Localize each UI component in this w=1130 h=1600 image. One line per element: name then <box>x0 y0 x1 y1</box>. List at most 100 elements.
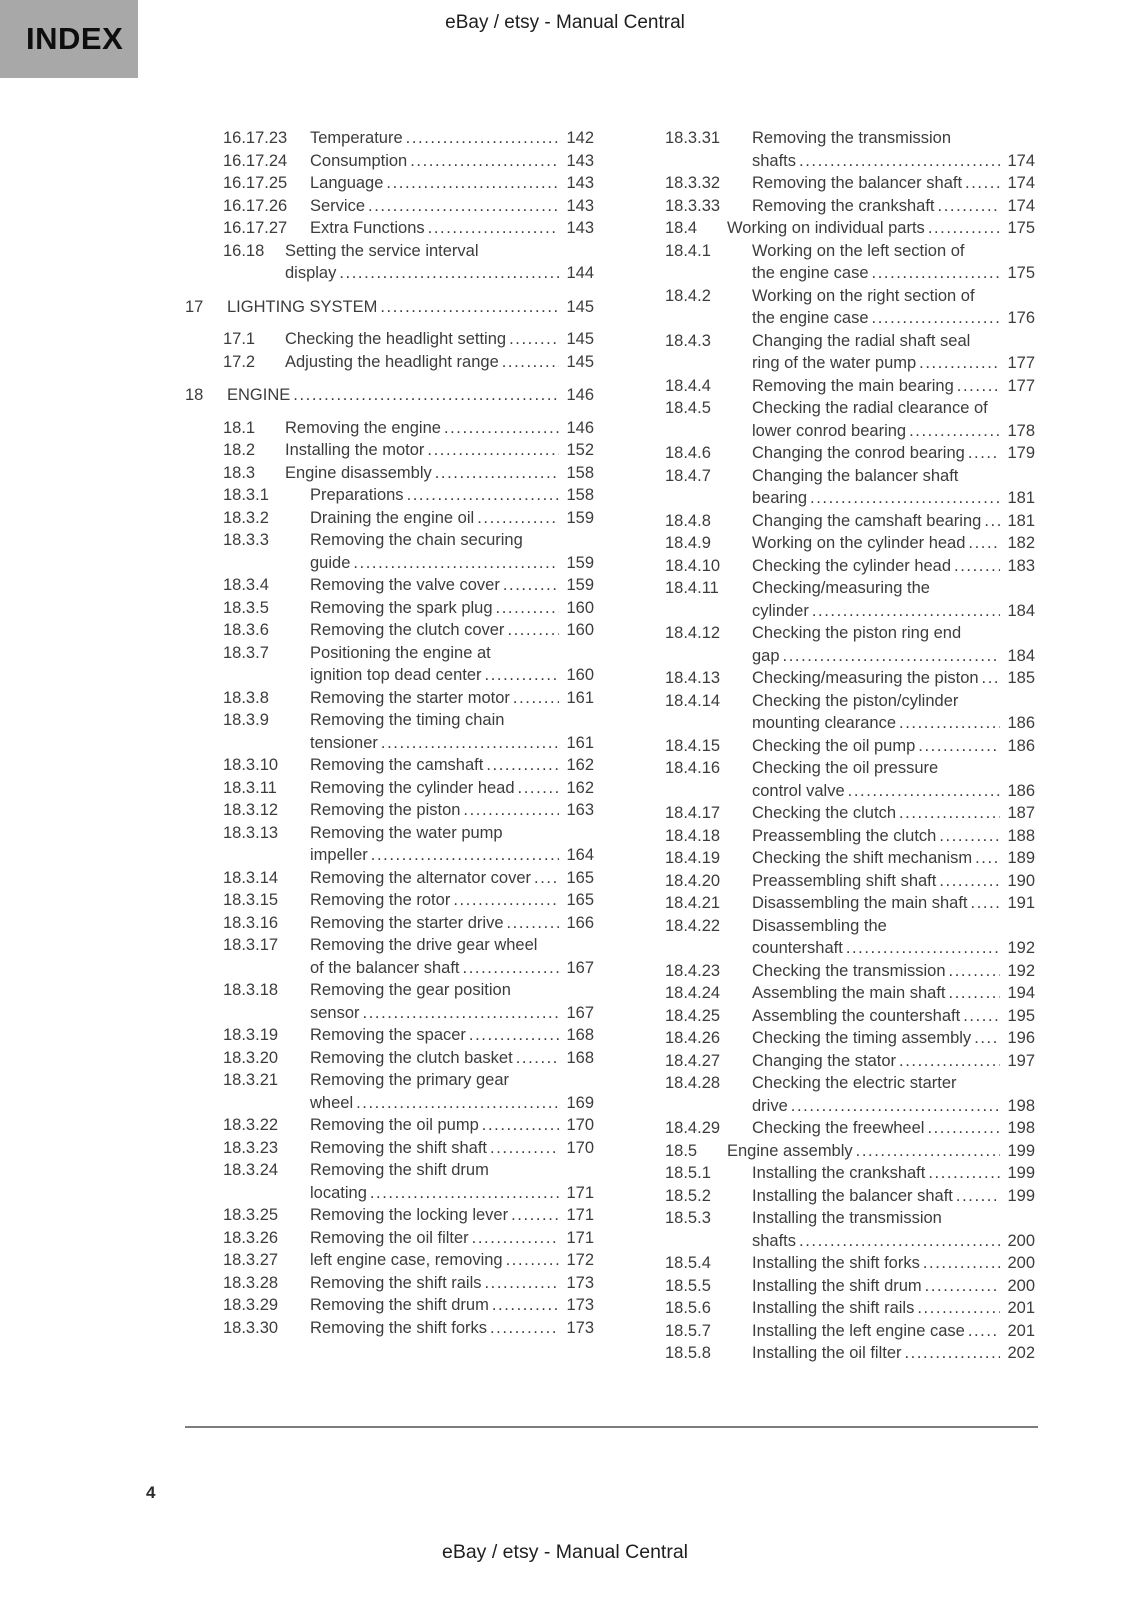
toc-entry-title-block: Removing the timing chain tensioner 161 <box>310 709 594 754</box>
toc-entry-number: 18 <box>185 386 204 404</box>
toc-entry-title: Removing the balancer shaft <box>752 174 963 192</box>
dot-leader <box>984 510 1000 533</box>
toc-entry-title: Checking the headlight setting <box>285 330 507 348</box>
dot-leader <box>954 555 1000 578</box>
dot-leader <box>516 1047 560 1070</box>
toc-entry: 18.3.21 Removing the primary gear wheel 169 <box>185 1069 594 1114</box>
toc-entry-page: 174 <box>1007 196 1035 215</box>
toc-entry-page: 179 <box>1007 444 1035 462</box>
toc-entry-title: Checking the cylinder head <box>752 556 952 575</box>
toc-entry-title-block: Removing the oil pump 170 <box>310 1114 594 1137</box>
index-label: INDEX <box>26 21 124 56</box>
toc-entry-number: 18.4.6 <box>665 444 711 462</box>
toc-entry-page: 161 <box>566 733 594 752</box>
toc-entry-page: 145 <box>566 330 594 348</box>
toc-entry-page: 146 <box>566 418 594 437</box>
toc-entry-number: 18.4.14 <box>665 691 721 710</box>
toc-entry-title-block: Removing the shift drum 173 <box>310 1294 594 1317</box>
toc-entry: 18.4.22 Disassembling the countershaft 192 <box>627 915 1035 960</box>
dot-leader <box>899 1050 1000 1073</box>
toc-entry-title: Installing the shift rails <box>752 1299 915 1317</box>
dot-leader <box>939 825 1000 848</box>
toc-entry-page: 178 <box>1007 421 1035 440</box>
toc-entry-page: 182 <box>1007 534 1035 552</box>
toc-entry-title-block: Checking the clutch 187 <box>752 802 1035 825</box>
dot-leader <box>428 217 560 240</box>
toc-entry: 18.4.4 Removing the main bearing 177 <box>627 375 1035 398</box>
toc-entry-page: 145 <box>566 352 594 371</box>
toc-entry-page: 158 <box>566 463 594 482</box>
toc-entry-page: 198 <box>1007 1096 1035 1115</box>
toc-entry: 18.4.14 Checking the piston/cylinder mount… <box>627 690 1035 735</box>
dot-leader <box>927 1117 1000 1140</box>
toc-entry: 18.3.33 Removing the crankshaft 174 <box>627 195 1035 218</box>
toc-entry: 18.4.16 Checking the oil pressure control … <box>627 757 1035 802</box>
toc-entry: 18.4.11 Checking/measuring the cylinder 184 <box>627 577 1035 622</box>
toc-entry-title-block: Working on the cylinder head 182 <box>752 532 1035 555</box>
toc-entry-title: Checking the radial clearance of <box>752 399 988 417</box>
toc-entry-title: gap <box>752 646 780 665</box>
toc-entry-number: 18.3.6 <box>223 621 269 639</box>
toc-entry-page: 144 <box>566 264 594 282</box>
dot-leader <box>810 487 1000 510</box>
toc-entry-number: 18.4.24 <box>665 984 721 1002</box>
dot-leader <box>846 937 1001 960</box>
toc-entry-page: 186 <box>1007 781 1035 800</box>
toc-entry-number: 18.3.29 <box>223 1296 279 1314</box>
dot-leader <box>909 420 1000 443</box>
dot-leader <box>783 645 1001 668</box>
toc-entry-title: Changing the camshaft bearing <box>752 511 982 530</box>
toc-entry-number: 18.4.7 <box>665 466 711 485</box>
toc-entry: 18.4.19 Checking the shift mechanism 189 <box>627 847 1035 870</box>
toc-entry-title: Changing the balancer shaft <box>752 466 959 485</box>
toc-entry-title-block: Changing the conrod bearing 179 <box>752 442 1035 465</box>
toc-entry: 17.2 Adjusting the headlight range 145 <box>185 351 594 374</box>
dot-leader <box>938 195 1001 218</box>
toc-entry-title: Installing the shift drum <box>752 1276 922 1295</box>
toc-entry-title: Installing the transmission <box>752 1209 942 1227</box>
toc-entry-page: 175 <box>1007 219 1035 237</box>
toc-entry-number: 18.4.29 <box>665 1119 721 1137</box>
toc-entry-number: 18.4 <box>665 219 698 237</box>
toc-entry-title: Removing the clutch cover <box>310 621 505 639</box>
toc-entry-page: 181 <box>1007 489 1035 507</box>
toc-entry-number: 18.3.22 <box>223 1116 279 1134</box>
toc-entry-number: 18.3.8 <box>223 688 269 707</box>
toc-entry-page: 184 <box>1007 601 1035 620</box>
dot-leader <box>928 1162 1000 1185</box>
toc-entry-title: Removing the valve cover <box>310 576 500 594</box>
toc-entry-title-block: Service 143 <box>310 195 594 218</box>
toc-entry-number: 18.1 <box>223 418 256 437</box>
toc-entry-title: lower conrod bearing <box>752 421 907 440</box>
toc-entry-page: 177 <box>1007 354 1035 372</box>
toc-entry-title: Setting the service interval <box>285 241 479 260</box>
toc-entry: 18.3.6 Removing the clutch cover 160 <box>185 619 594 642</box>
toc-entry-title-block: Checking the radial clearance of lower co… <box>752 397 1035 442</box>
toc-entry-page: 165 <box>566 891 594 909</box>
toc-entry-page: 174 <box>1007 174 1035 192</box>
toc-entry-title-block: Installing the shift rails 201 <box>752 1297 1035 1320</box>
toc-entry-title-block: Checking the piston/cylinder mounting cle… <box>752 690 1035 735</box>
toc-entry-title: Removing the oil filter <box>310 1228 469 1247</box>
toc-entry-title: Removing the timing chain <box>310 711 505 729</box>
toc-entry-page: 171 <box>566 1206 594 1224</box>
toc-entry: 18.3.32 Removing the balancer shaft 174 <box>627 172 1035 195</box>
toc-entry-title-block: Removing the shift forks 173 <box>310 1317 594 1340</box>
toc-entry-title: Removing the gear position <box>310 981 511 999</box>
toc-entry-title-block: Disassembling the countershaft 192 <box>752 915 1035 960</box>
toc-entry-title: Removing the oil pump <box>310 1116 479 1134</box>
toc-entry: 18.3.27 left engine case, removing 172 <box>185 1249 594 1272</box>
toc-entry: 18.4.24 Assembling the main shaft 194 <box>627 982 1035 1005</box>
toc-entry-title: Checking the oil pump <box>752 736 916 755</box>
toc-entry: 18.4.20 Preassembling shift shaft 190 <box>627 870 1035 893</box>
toc-entry-title: ignition top dead center <box>310 666 482 684</box>
toc-entry-title: Assembling the countershaft <box>752 1006 961 1025</box>
toc-entry-page: 200 <box>1007 1276 1035 1295</box>
dot-leader <box>356 1092 559 1115</box>
toc-entry-number: 18.3.4 <box>223 576 269 594</box>
toc-entry-number: 18.4.18 <box>665 826 721 845</box>
toc-entry-title: Draining the engine oil <box>310 508 475 527</box>
toc-entry-page: 176 <box>1007 309 1035 327</box>
toc-entry: 18.3.19 Removing the spacer 168 <box>185 1024 594 1047</box>
toc-entry-title: Removing the transmission <box>752 129 951 147</box>
